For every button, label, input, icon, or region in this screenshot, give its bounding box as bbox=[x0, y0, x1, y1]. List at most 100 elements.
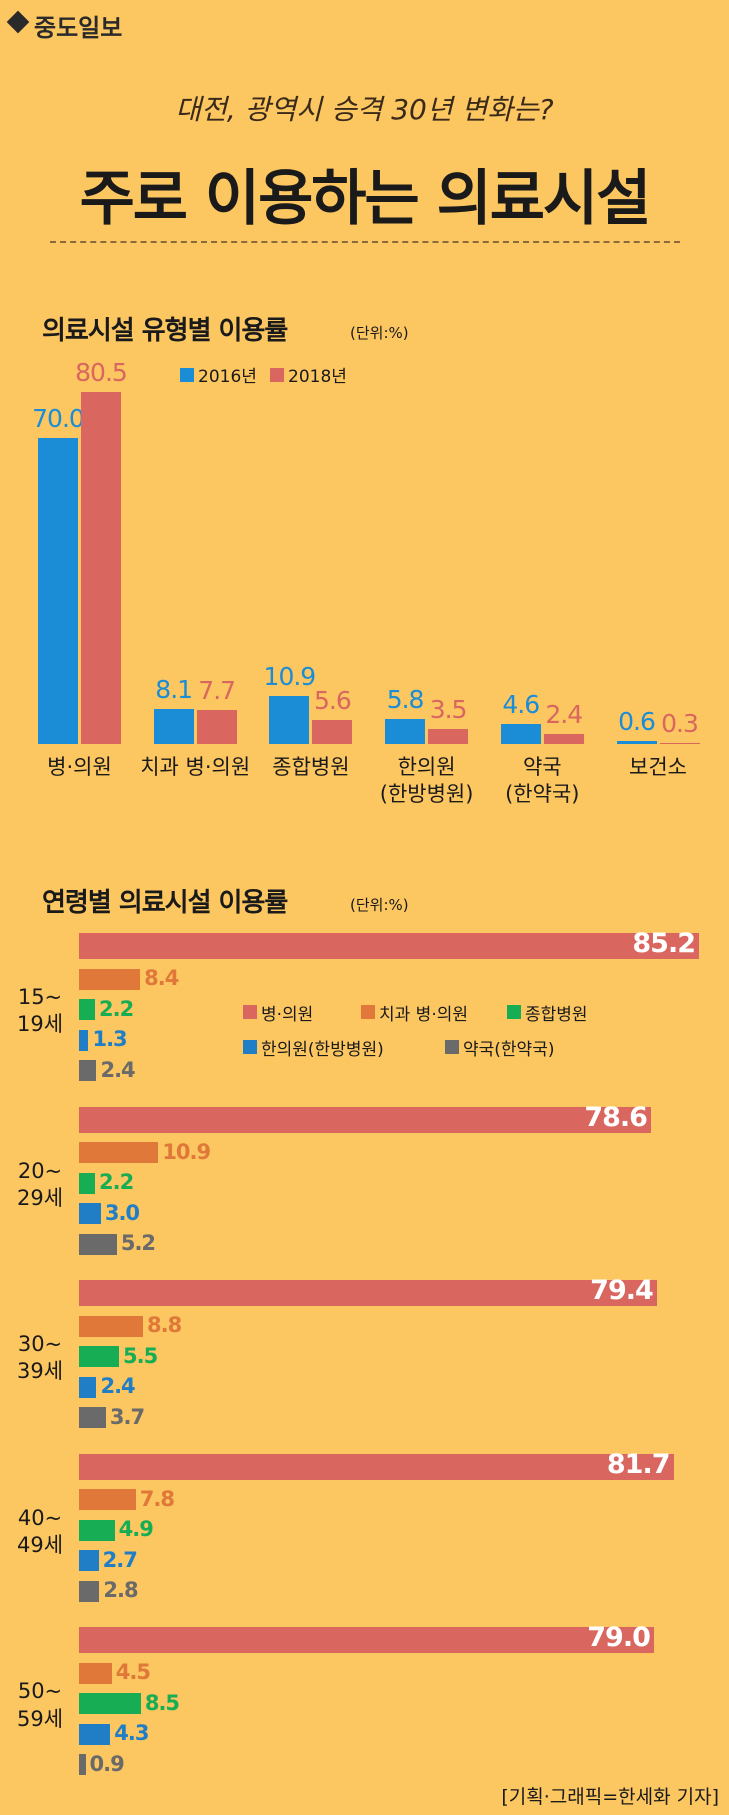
bar bbox=[38, 437, 78, 744]
value-label: 78.6 bbox=[584, 1101, 648, 1133]
bar bbox=[312, 719, 353, 744]
bar bbox=[79, 1453, 674, 1480]
category-label: 보건소 bbox=[629, 755, 687, 779]
bar bbox=[79, 1172, 95, 1194]
category-label: 치과 병·의원 bbox=[140, 755, 251, 779]
category-label: 50~ 59세 bbox=[16, 1679, 64, 1731]
legend-swatch bbox=[180, 368, 194, 382]
unit: (단위:%) bbox=[350, 896, 409, 914]
category-label: 병·의원 bbox=[47, 755, 112, 779]
category-label: 15~ 19세 bbox=[16, 985, 64, 1037]
bar bbox=[79, 1754, 86, 1776]
bar bbox=[153, 708, 194, 744]
category-label: 약국 (한약국) bbox=[505, 755, 580, 807]
bar bbox=[81, 392, 121, 744]
bar bbox=[79, 1346, 120, 1368]
legend-swatch bbox=[507, 1005, 521, 1019]
value-label: 3.0 bbox=[104, 1200, 140, 1225]
bar bbox=[428, 728, 469, 744]
bar bbox=[385, 718, 426, 744]
value-label: 5.2 bbox=[120, 1231, 156, 1256]
bar bbox=[269, 696, 310, 744]
legend-label: 종합병원 bbox=[525, 1005, 588, 1025]
bar bbox=[79, 1693, 141, 1715]
subtitle: 대전, 광역시 승격 30년 변화는? bbox=[175, 93, 554, 126]
bar bbox=[79, 1106, 651, 1133]
category-label: 30~ 39세 bbox=[16, 1332, 64, 1384]
legend-label: 2018년 bbox=[288, 367, 347, 387]
value-label: 8.5 bbox=[144, 1690, 180, 1715]
value-label: 2.8 bbox=[103, 1578, 138, 1603]
logo: 중도일보 bbox=[34, 14, 123, 42]
value-label: 79.4 bbox=[590, 1275, 654, 1307]
value-label: 2.7 bbox=[102, 1547, 138, 1572]
bar bbox=[543, 733, 584, 744]
unit: (단위:%) bbox=[350, 324, 409, 342]
value-label: 81.7 bbox=[606, 1448, 671, 1480]
legend-swatch bbox=[243, 1040, 257, 1054]
bar bbox=[79, 1519, 115, 1541]
bar bbox=[659, 742, 700, 744]
value-label: 4.9 bbox=[118, 1517, 154, 1542]
bar bbox=[79, 1029, 89, 1051]
value-label: 3.7 bbox=[109, 1404, 145, 1429]
value-label: 79.0 bbox=[587, 1622, 651, 1654]
bar bbox=[79, 1723, 111, 1745]
title: 주로 이용하는 의료시설 bbox=[79, 164, 652, 234]
value-label: 2.2 bbox=[99, 996, 134, 1021]
value-label: 2.2 bbox=[99, 1170, 134, 1195]
value-label: 5.6 bbox=[314, 685, 352, 715]
bar bbox=[79, 1060, 97, 1081]
chart-title: 의료시설 유형별 이용률 bbox=[42, 316, 288, 346]
value-label: 0.6 bbox=[618, 707, 656, 737]
value-label: 8.4 bbox=[144, 966, 179, 990]
value-label: 2.4 bbox=[100, 1374, 135, 1399]
value-label: 5.8 bbox=[386, 684, 425, 714]
value-label: 1.3 bbox=[92, 1027, 127, 1051]
value-label: 2.4 bbox=[100, 1057, 135, 1082]
divider bbox=[50, 241, 680, 243]
value-label: 0.9 bbox=[89, 1751, 125, 1776]
value-label: 4.3 bbox=[114, 1721, 149, 1746]
bar bbox=[79, 933, 699, 959]
legend-swatch bbox=[445, 1040, 459, 1054]
value-label: 80.5 bbox=[75, 358, 128, 387]
value-label: 8.8 bbox=[147, 1313, 182, 1338]
legend-label: 한의원(한방병원) bbox=[261, 1040, 384, 1060]
value-label: 7.7 bbox=[198, 676, 236, 706]
bar bbox=[79, 1627, 654, 1654]
value-label: 8.1 bbox=[155, 674, 193, 704]
value-label: 7.8 bbox=[139, 1486, 175, 1511]
bar bbox=[79, 1407, 106, 1429]
bar bbox=[79, 1142, 159, 1164]
category-label: 20~ 29세 bbox=[16, 1158, 64, 1210]
value-label: 4.5 bbox=[115, 1660, 151, 1685]
bar bbox=[79, 1580, 100, 1602]
legend-swatch bbox=[270, 368, 284, 382]
value-label: 4.6 bbox=[502, 689, 540, 719]
legend-swatch bbox=[243, 1005, 257, 1019]
bar bbox=[196, 710, 237, 744]
legend-label: 병·의원 bbox=[261, 1005, 314, 1025]
bar bbox=[79, 1662, 112, 1684]
value-label: 0.3 bbox=[661, 708, 699, 738]
value-label: 85.2 bbox=[632, 928, 696, 959]
bar bbox=[79, 968, 141, 990]
bar bbox=[79, 1489, 136, 1511]
bar bbox=[79, 1233, 117, 1255]
value-label: 2.4 bbox=[545, 699, 583, 729]
bar bbox=[79, 1280, 657, 1307]
legend-swatch bbox=[361, 1005, 375, 1019]
logo-icon bbox=[6, 10, 30, 34]
bar bbox=[79, 1550, 99, 1572]
category-label: 40~ 49세 bbox=[16, 1505, 64, 1558]
value-label: 3.5 bbox=[429, 694, 468, 724]
category-label: 종합병원 bbox=[272, 755, 350, 779]
value-label: 10.9 bbox=[263, 662, 317, 692]
legend-label: 2016년 bbox=[198, 367, 257, 387]
bar bbox=[79, 1315, 144, 1337]
bar bbox=[500, 723, 541, 744]
bar bbox=[79, 1376, 97, 1398]
chart-title: 연령별 의료시설 이용률 bbox=[42, 888, 288, 918]
